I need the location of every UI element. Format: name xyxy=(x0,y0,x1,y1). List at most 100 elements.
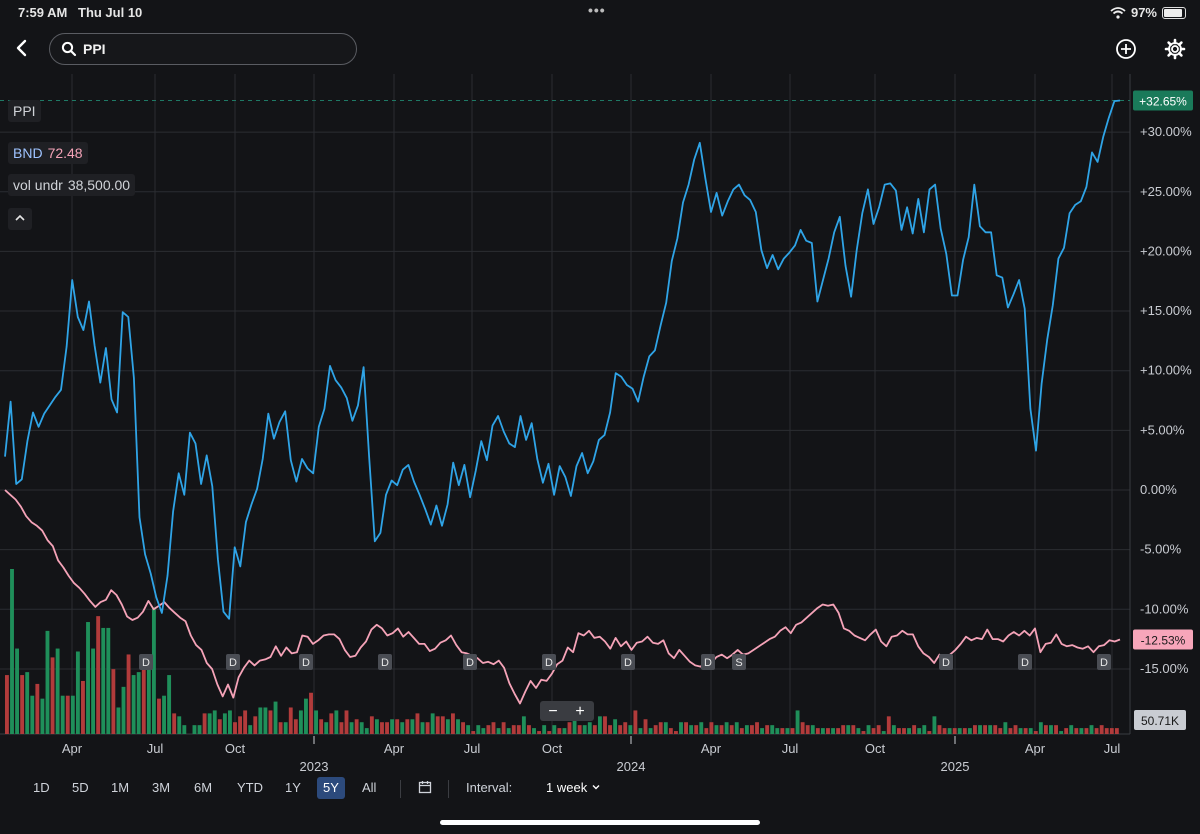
range-button-ytd[interactable]: YTD xyxy=(237,780,263,795)
event-marker[interactable] xyxy=(732,654,746,670)
collapse-legend-button[interactable] xyxy=(8,208,32,230)
volume-bar xyxy=(957,728,962,734)
home-indicator[interactable] xyxy=(440,820,760,825)
volume-bar xyxy=(288,707,293,734)
range-divider xyxy=(400,780,401,798)
range-button-3m[interactable]: 3M xyxy=(152,780,171,795)
event-marker[interactable] xyxy=(939,654,953,670)
x-tick-label: Oct xyxy=(225,741,246,756)
zoom-out-button: − xyxy=(548,703,557,720)
event-marker-label: S xyxy=(735,657,742,669)
volume-bar xyxy=(790,728,795,734)
add-comparison-icon[interactable] xyxy=(1115,38,1137,60)
event-marker[interactable] xyxy=(378,654,392,670)
volume-bar xyxy=(891,725,896,734)
volume-bar xyxy=(785,728,790,734)
legend-volume-value: 38,500.00 xyxy=(67,177,131,193)
legend-volume[interactable]: vol undr 38,500.00 xyxy=(8,174,136,196)
range-button-all[interactable]: All xyxy=(362,780,377,795)
battery-status: 97% xyxy=(1110,5,1186,20)
volume-bar xyxy=(217,719,222,734)
x-tick-label: Jul xyxy=(147,741,164,756)
volume-bar xyxy=(380,722,384,734)
search-input[interactable]: PPI xyxy=(49,33,357,65)
event-marker[interactable] xyxy=(226,654,240,670)
volume-bar xyxy=(739,728,744,734)
volume-bar xyxy=(496,728,501,734)
volume-bar xyxy=(866,725,871,734)
volume-bar xyxy=(1054,725,1058,734)
event-marker-label: D xyxy=(624,657,632,669)
event-marker[interactable] xyxy=(463,654,477,670)
calendar-icon[interactable] xyxy=(418,780,432,794)
volume-bar xyxy=(886,716,891,734)
range-button-1y[interactable]: 1Y xyxy=(285,780,301,795)
volume-bar xyxy=(734,722,739,734)
series-line-bnd[interactable] xyxy=(4,489,1121,705)
volume-bar xyxy=(131,675,136,734)
volume-bar xyxy=(511,725,516,734)
range-button-1m[interactable]: 1M xyxy=(111,780,130,795)
y-tick-label: +30.00% xyxy=(1140,124,1192,139)
event-marker[interactable] xyxy=(299,654,313,670)
volume-bar xyxy=(10,569,14,734)
last-value-badge-ppi xyxy=(1133,90,1193,111)
volume-bar xyxy=(334,710,339,734)
x-tick-label: Oct xyxy=(542,741,563,756)
event-marker[interactable] xyxy=(139,654,153,670)
volume-bar xyxy=(410,719,415,734)
range-button-6m[interactable]: 6M xyxy=(194,780,213,795)
volume-bar xyxy=(233,722,237,734)
volume-bar xyxy=(385,722,389,734)
event-marker[interactable] xyxy=(621,654,635,670)
back-icon[interactable] xyxy=(10,36,34,60)
event-marker-label: D xyxy=(302,657,310,669)
series-line-ppi[interactable] xyxy=(4,99,1121,620)
volume-bar xyxy=(466,725,471,734)
last-value-volume: 50.71K xyxy=(1141,714,1179,728)
volume-bar xyxy=(668,728,673,734)
volume-bar xyxy=(304,698,308,734)
last-value-ppi: +32.65% xyxy=(1139,94,1187,108)
range-button-5y[interactable]: 5Y xyxy=(317,777,345,799)
volume-bar xyxy=(197,725,202,734)
volume-bar xyxy=(633,710,638,734)
volume-bar xyxy=(25,672,30,734)
chevron-up-icon xyxy=(15,214,25,221)
zoom-controls[interactable] xyxy=(540,701,594,721)
legend-symbol[interactable]: PPI xyxy=(8,100,41,122)
legend-compare[interactable]: BND 72.48 xyxy=(8,142,88,164)
volume-bar xyxy=(572,716,577,734)
event-marker[interactable] xyxy=(701,654,715,670)
interval-select[interactable]: 1 week xyxy=(546,777,601,799)
volume-bar xyxy=(679,722,683,734)
volume-bar xyxy=(182,725,187,734)
event-marker[interactable] xyxy=(1097,654,1111,670)
volume-bar xyxy=(658,722,663,734)
chart-area[interactable]: +30.00% +25.00% +20.00% +15.00% +10.00% +5.00… xyxy=(0,74,1200,774)
volume-bar xyxy=(937,725,942,734)
volume-bar xyxy=(5,675,9,734)
range-button-5d[interactable]: 5D xyxy=(72,780,89,795)
volume-bar xyxy=(420,722,425,734)
event-marker[interactable] xyxy=(1018,654,1032,670)
volume-bar xyxy=(603,716,607,734)
volume-bar xyxy=(962,728,967,734)
last-value-bnd: -12.53% xyxy=(1141,633,1186,647)
volume-bar xyxy=(897,728,901,734)
volume-bar xyxy=(861,731,866,734)
y-tick-label: -15.00% xyxy=(1140,661,1189,676)
price-chart[interactable]: +30.00% +25.00% +20.00% +15.00% +10.00% +5.00… xyxy=(0,74,1200,774)
event-marker[interactable] xyxy=(542,654,556,670)
range-button-1d[interactable]: 1D xyxy=(33,780,50,795)
event-marker-label: D xyxy=(466,657,474,669)
volume-bar xyxy=(1018,728,1023,734)
volume-bar xyxy=(532,728,536,734)
volume-bar xyxy=(547,731,552,734)
volume-bar xyxy=(922,725,927,734)
volume-bar xyxy=(1074,728,1079,734)
multitasking-dots[interactable]: ••• xyxy=(588,2,606,18)
gear-icon[interactable] xyxy=(1164,38,1186,60)
volume-bar xyxy=(390,719,395,734)
x-tick-label: Oct xyxy=(865,741,886,756)
